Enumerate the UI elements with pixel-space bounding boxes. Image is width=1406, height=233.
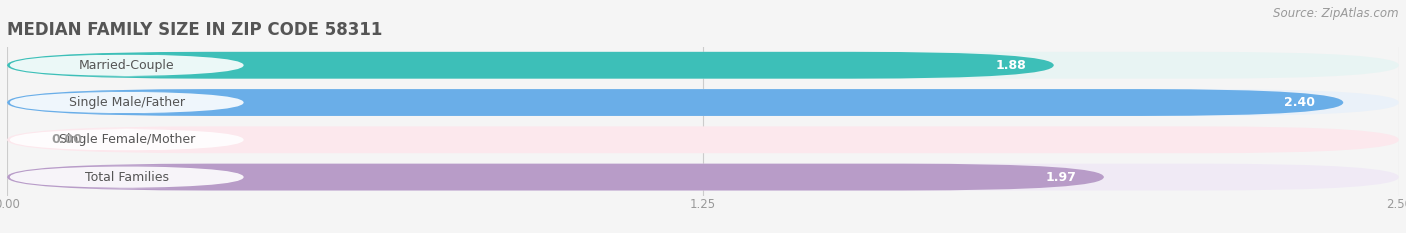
Text: Single Female/Mother: Single Female/Mother: [59, 133, 195, 146]
Text: 1.97: 1.97: [1045, 171, 1076, 184]
Text: 1.88: 1.88: [995, 59, 1026, 72]
FancyBboxPatch shape: [10, 129, 243, 151]
Text: MEDIAN FAMILY SIZE IN ZIP CODE 58311: MEDIAN FAMILY SIZE IN ZIP CODE 58311: [7, 21, 382, 39]
FancyBboxPatch shape: [10, 54, 243, 76]
Text: Single Male/Father: Single Male/Father: [69, 96, 184, 109]
FancyBboxPatch shape: [10, 91, 243, 114]
FancyBboxPatch shape: [10, 166, 243, 188]
Text: Total Families: Total Families: [84, 171, 169, 184]
FancyBboxPatch shape: [7, 89, 1343, 116]
Text: Married-Couple: Married-Couple: [79, 59, 174, 72]
Text: 2.40: 2.40: [1285, 96, 1316, 109]
Text: Source: ZipAtlas.com: Source: ZipAtlas.com: [1274, 7, 1399, 20]
Text: 0.00: 0.00: [52, 133, 83, 146]
FancyBboxPatch shape: [7, 164, 1399, 191]
FancyBboxPatch shape: [7, 164, 1104, 191]
FancyBboxPatch shape: [7, 89, 1399, 116]
FancyBboxPatch shape: [7, 52, 1053, 79]
FancyBboxPatch shape: [7, 52, 1399, 79]
FancyBboxPatch shape: [7, 126, 1399, 153]
